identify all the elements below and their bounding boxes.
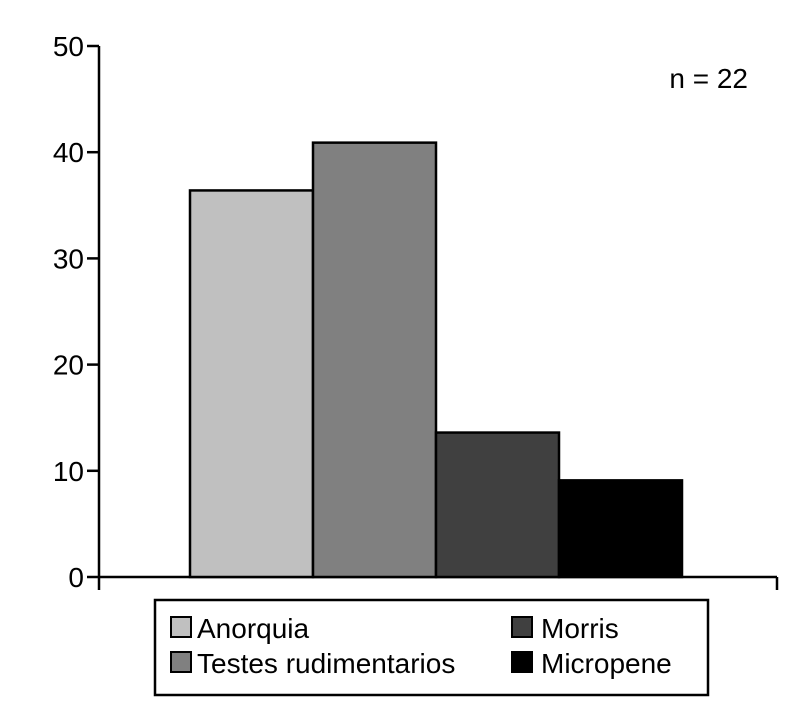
x-axis	[97, 575, 779, 590]
y-tick-label: 0	[68, 562, 84, 593]
y-tick-label: 40	[53, 137, 84, 168]
legend-swatch-morris	[511, 616, 533, 638]
bar-micropene	[557, 479, 684, 579]
bar-morris	[434, 431, 561, 579]
legend-swatch-micropene	[511, 651, 533, 673]
bars	[188, 141, 684, 579]
sample-size-annotation: n = 22	[669, 63, 748, 94]
legend-label-morris: Morris	[541, 613, 619, 644]
y-tick-label: 30	[53, 243, 84, 274]
y-tick-label: 20	[53, 350, 84, 381]
legend-box	[153, 598, 710, 697]
legend-swatch-anorquia	[170, 616, 192, 638]
bar-anorquia	[188, 189, 315, 579]
y-tick-label: 10	[53, 456, 84, 487]
legend: Anorquia Testes rudimentarios Morris Mic…	[153, 598, 710, 697]
legend-label-testes-rudimentarios: Testes rudimentarios	[197, 648, 455, 679]
y-tick-label: 50	[53, 31, 84, 62]
bar-testes-rudimentarios	[311, 141, 438, 579]
legend-label-anorquia: Anorquia	[197, 613, 310, 644]
legend-swatch-testes-rudimentarios	[170, 651, 192, 673]
legend-label-micropene: Micropene	[541, 648, 672, 679]
y-ticks: 0 10 20 30 40 50	[53, 31, 99, 593]
